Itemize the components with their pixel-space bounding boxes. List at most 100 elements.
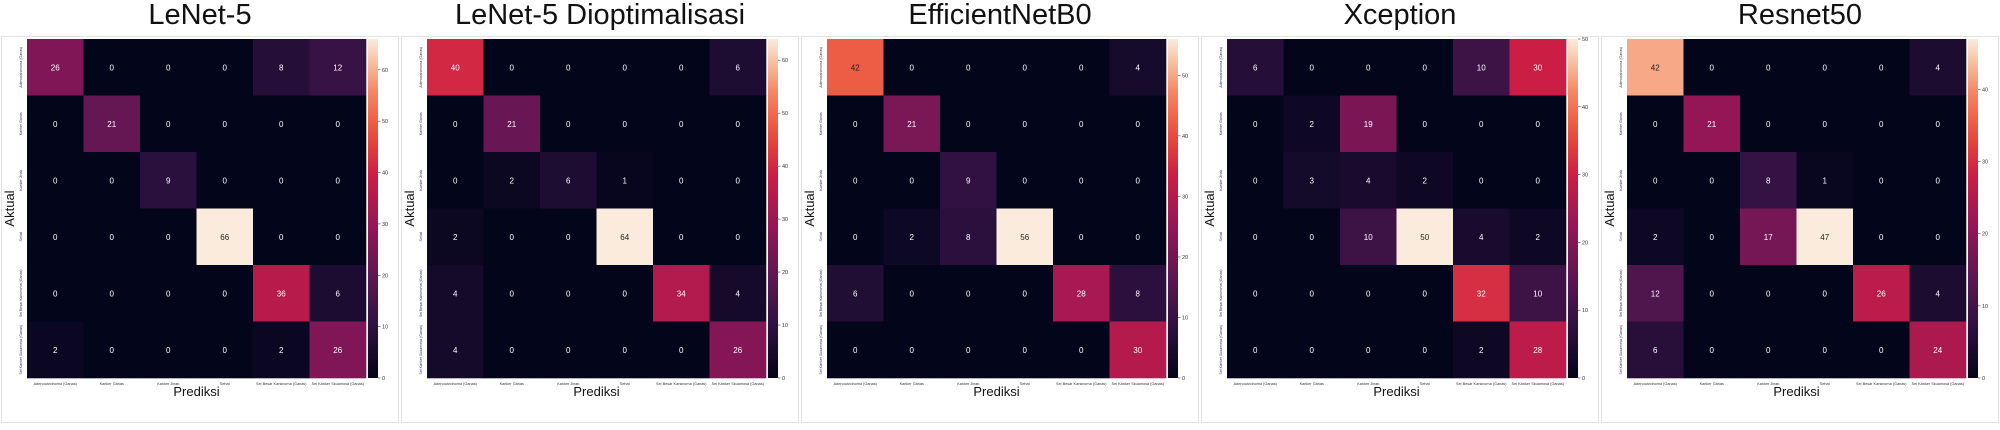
cell-value-label: 2 [510,176,515,185]
cell-value-label: 0 [223,120,228,129]
y-tick-label: Sehat [419,232,423,241]
heatmap-cell [1509,152,1567,209]
heatmap-cell [1396,265,1454,322]
cell-value-label: 0 [1136,120,1141,129]
heatmap-cell [253,95,310,153]
cell-value-label: 0 [1710,289,1715,298]
heatmap-cell [940,208,997,266]
heatmap-cell [1227,152,1284,209]
heatmap-cell [140,39,197,96]
cell-value-label: 0 [1766,120,1771,129]
cell-value-label: 0 [223,63,228,72]
heatmap-cell [1340,152,1397,209]
cell-value-label: 6 [736,63,741,72]
y-tick-label: Kanker Jinak [19,170,23,191]
cell-value-label: 1 [623,176,628,185]
x-tick-label: Sel Kanker Skuamosa (Ganas) [1112,382,1165,386]
x-tick-label: Sel Kanker Skuamosa (Ganas) [1912,382,1965,386]
x-tick-label: Kanker Jinak [557,382,579,386]
cell-value-label: 0 [1823,63,1828,72]
cell-value-label: 0 [1253,233,1258,242]
cell-value-label: 0 [623,63,628,72]
cell-value-label: 0 [1653,120,1658,129]
y-tick-label: Sel Kanker Skuamosa (Ganas) [419,325,423,375]
cell-value-label: 12 [1651,289,1660,298]
heatmap-cell [483,152,541,209]
heatmap-cell [27,265,84,322]
y-tick-label: Sehat [1619,232,1623,241]
heatmap-cell [653,321,710,379]
colorbar-tick-label: 0 [1182,376,1185,382]
heatmap-cell [1509,208,1567,266]
heatmap-cell [1627,265,1684,322]
chart-title: LeNet-5 [148,0,251,31]
cell-value-label: 28 [1077,289,1086,298]
cell-value-label: 0 [910,176,915,185]
heatmap-cell [1853,152,1910,209]
colorbar-tick-label: 30 [1582,173,1588,179]
cell-value-label: 34 [677,289,686,298]
heatmap-cell [1683,152,1741,209]
x-tick-label: Adenocarcinoma (Ganas) [434,382,478,386]
heatmap-cell [1396,208,1454,266]
heatmap-cell [427,152,484,209]
cell-value-label: 0 [110,233,115,242]
cell-value-label: 0 [1023,346,1028,355]
heatmap-cell [996,265,1054,322]
heatmap-cell [196,152,254,209]
heatmap-cell [140,95,197,153]
heatmap-cell [196,321,254,379]
heatmap-cell [1740,95,1797,153]
cell-value-label: 0 [679,233,684,242]
y-tick-label: Sehat [819,232,823,241]
cell-value-label: 2 [1310,120,1315,129]
colorbar-tick-label: 0 [1982,376,1985,382]
panel-1: LeNet-526 0 0 0 8 120 21 0 0 0 00 0 9 0 0 00 0 0 66 0 00 0 0 0 3… [1,0,399,423]
cell-value-label: 0 [166,289,171,298]
cell-value-label: 0 [510,289,515,298]
cell-value-label: 26 [333,346,342,355]
y-tick-label: Kanker Jinak [819,170,823,191]
heatmap-cell [1683,208,1741,266]
x-tick-label: Sel Kanker Skuamosa (Ganas) [312,382,365,386]
cell-value-label: 2 [279,346,284,355]
heatmap-cell [309,39,367,96]
y-tick-label: Adenocarcinoma (Ganas) [19,47,23,88]
cell-value-label: 0 [853,233,858,242]
heatmap-cell [483,39,541,96]
heatmap-cell [596,208,654,266]
cell-value-label: 4 [736,289,741,298]
cell-value-label: 0 [910,289,915,298]
chart-title: LeNet-5 Dioptimalisasi [455,0,745,31]
cell-value-label: 28 [1533,346,1542,355]
cell-value-label: 47 [1820,233,1829,242]
cell-value-label: 0 [279,176,284,185]
heatmap-cell [940,152,997,209]
cell-value-label: 0 [1079,120,1084,129]
cell-value-label: 0 [279,233,284,242]
cell-value-label: 0 [566,120,571,129]
cell-value-label: 0 [110,346,115,355]
x-tick-label: Kanker Jinak [957,382,979,386]
cell-value-label: 0 [623,289,628,298]
heatmap-cell [596,95,654,153]
heatmap-cell [1683,321,1741,379]
heatmap-cell [309,265,367,322]
cell-value-label: 0 [1136,176,1141,185]
colorbar [1568,39,1578,378]
heatmap-cell [1509,265,1567,322]
heatmap-cell [540,208,597,266]
heatmap-cell [1340,39,1397,96]
colorbar-tick-label: 30 [782,217,788,223]
heatmap-cell [1109,95,1167,153]
heatmap-cell [709,39,767,96]
cell-value-label: 0 [1310,289,1315,298]
heatmap-cell [653,265,710,322]
heatmap-cell [196,208,254,266]
cell-value-label: 0 [1479,120,1484,129]
cell-value-label: 0 [679,176,684,185]
colorbar-tick-label: 10 [382,325,388,331]
heatmap-cell [27,95,84,153]
